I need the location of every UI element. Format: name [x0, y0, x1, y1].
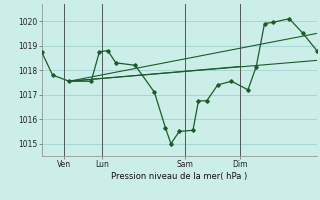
X-axis label: Pression niveau de la mer( hPa ): Pression niveau de la mer( hPa ): [111, 172, 247, 181]
